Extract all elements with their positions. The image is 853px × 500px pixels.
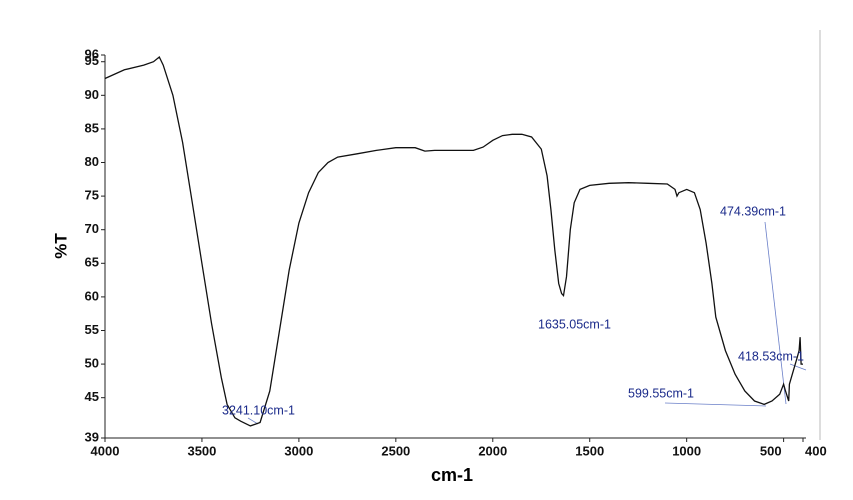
x-tick-label: 4000 xyxy=(91,443,120,458)
y-tick-label: 90 xyxy=(85,87,99,102)
x-axis-label: cm-1 xyxy=(431,465,473,485)
x-tick-label: 2500 xyxy=(381,443,410,458)
spectrum-line xyxy=(104,55,803,427)
peak-annotation: 3241.10cm-1 xyxy=(222,403,295,417)
x-tick-label: 1000 xyxy=(672,443,701,458)
leader-line xyxy=(789,363,807,371)
y-tick-label: 55 xyxy=(85,322,99,337)
peak-annotation: 474.39cm-1 xyxy=(720,204,786,218)
x-tick-label: 400 xyxy=(805,443,827,458)
leader-line xyxy=(664,402,767,407)
leader-line xyxy=(247,417,259,425)
x-tick-label: 3500 xyxy=(187,443,216,458)
x-tick-label: 3000 xyxy=(284,443,313,458)
peak-annotation: 418.53cm-1 xyxy=(738,349,804,363)
y-tick-label: 50 xyxy=(85,356,99,371)
y-tick-label: 75 xyxy=(85,188,99,203)
peak-annotation: 1635.05cm-1 xyxy=(538,317,611,331)
y-tick-label: 45 xyxy=(85,389,99,404)
y-tick-label: 85 xyxy=(85,120,99,135)
y-tick-label: 80 xyxy=(85,154,99,169)
y-tick-label: 96 xyxy=(85,46,99,61)
y-tick-label: 65 xyxy=(85,255,99,270)
x-tick-label: 1500 xyxy=(575,443,604,458)
y-tick-label: 95 xyxy=(85,53,99,68)
leader-line xyxy=(764,221,787,405)
x-tick-label: 500 xyxy=(760,443,782,458)
peak-annotation: 599.55cm-1 xyxy=(628,386,694,400)
y-tick-label: 39 xyxy=(85,429,99,444)
x-tick-label: 2000 xyxy=(478,443,507,458)
leader-lines xyxy=(247,221,807,425)
y-tick-label: 70 xyxy=(85,221,99,236)
y-axis-label: %T xyxy=(51,233,70,259)
y-tick-label: 60 xyxy=(85,288,99,303)
